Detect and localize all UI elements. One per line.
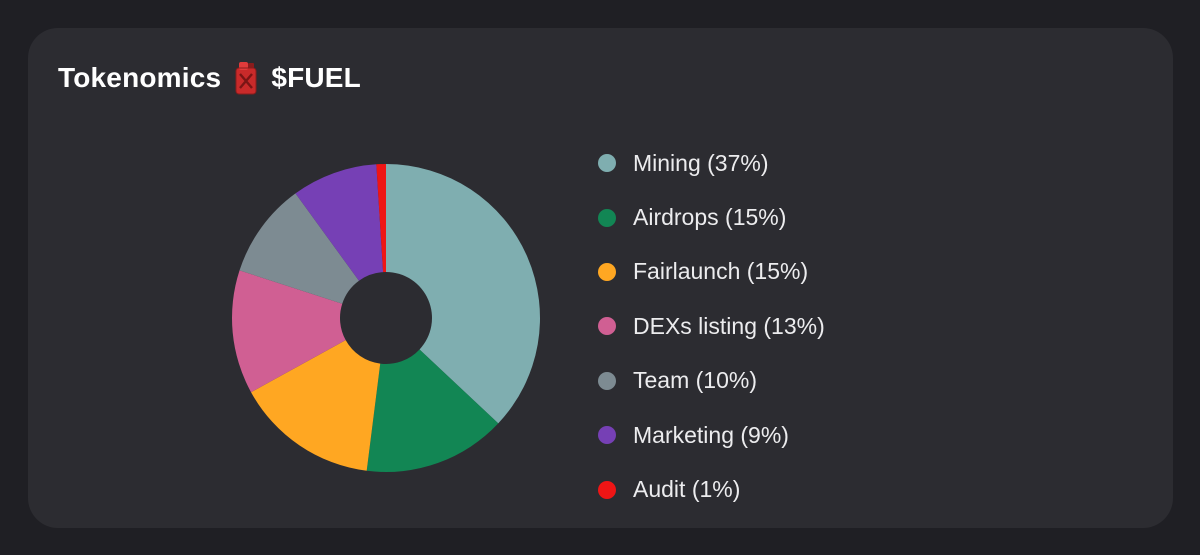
pie-slice-dexs-listing[interactable] (232, 270, 346, 393)
chart-legend: Mining (37%) Airdrops (15%) Fairlaunch (15… (598, 136, 825, 517)
legend-item-dexs-listing[interactable]: DEXs listing (13%) (598, 299, 825, 353)
pie-slice-mining[interactable] (386, 164, 540, 424)
pie-slice-audit[interactable] (376, 164, 386, 273)
legend-label: Airdrops (15%) (633, 204, 787, 231)
legend-item-fairlaunch[interactable]: Fairlaunch (15%) (598, 245, 825, 299)
pie-slice-airdrops[interactable] (366, 349, 499, 473)
legend-swatch (598, 426, 616, 445)
legend-label: DEXs listing (13%) (633, 312, 825, 339)
legend-label: Team (10%) (633, 367, 757, 394)
pie-slice-fairlaunch[interactable] (251, 340, 381, 471)
legend-label: Audit (1%) (633, 476, 741, 503)
pie-slice-team[interactable] (239, 193, 359, 304)
donut-chart (232, 164, 540, 473)
legend-swatch (598, 317, 616, 336)
title-suffix: $FUEL (271, 62, 361, 93)
fuel-canister-icon (233, 61, 259, 95)
legend-item-mining[interactable]: Mining (37%) (598, 136, 825, 190)
tokenomics-card: Tokenomics $FUEL Mining (37%) Airdrops (1… (28, 28, 1173, 528)
title-prefix: Tokenomics (58, 62, 222, 93)
legend-swatch (598, 262, 616, 281)
legend-item-audit[interactable]: Audit (1%) (598, 462, 825, 516)
legend-item-marketing[interactable]: Marketing (9%) (598, 408, 825, 462)
legend-label: Mining (37%) (633, 149, 769, 176)
legend-swatch (598, 208, 616, 227)
legend-swatch (598, 371, 616, 390)
legend-swatch (598, 154, 616, 173)
legend-swatch (598, 480, 616, 499)
card-title: Tokenomics $FUEL (58, 58, 361, 98)
legend-item-airdrops[interactable]: Airdrops (15%) (598, 190, 825, 244)
legend-label: Marketing (9%) (633, 421, 789, 448)
pie-slice-marketing[interactable] (295, 164, 384, 281)
legend-label: Fairlaunch (15%) (633, 258, 809, 285)
legend-item-team[interactable]: Team (10%) (598, 354, 825, 408)
